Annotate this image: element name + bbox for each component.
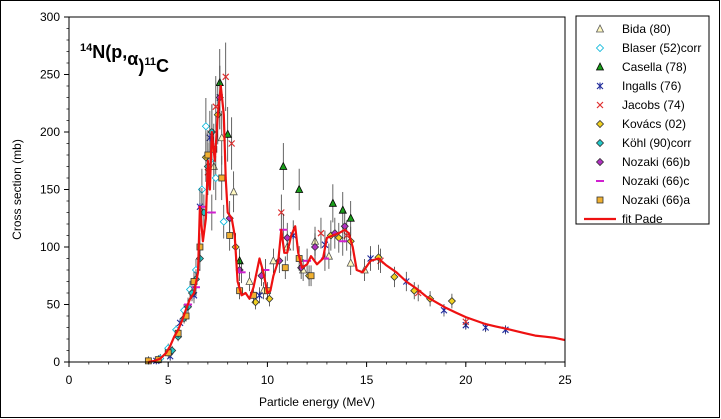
title-part: C — [156, 56, 169, 76]
y-tick-label: 150 — [40, 183, 60, 197]
series-0 — [209, 110, 369, 300]
plot-background — [69, 17, 565, 362]
data-point — [279, 161, 288, 170]
data-point — [211, 173, 220, 183]
plot-area — [69, 17, 566, 365]
data-point — [223, 129, 232, 138]
legend-item: Köhl (90)corr — [595, 136, 691, 150]
y-tick-label: 0 — [53, 355, 60, 369]
data-point — [229, 186, 238, 196]
data-point — [245, 276, 254, 285]
data-point — [294, 184, 304, 193]
data-point — [196, 243, 204, 251]
data-point — [256, 291, 263, 299]
x-tick-label: 5 — [165, 373, 172, 387]
legend-label: Nozaki (66)a — [622, 193, 690, 207]
data-point — [228, 140, 236, 147]
legend: Bida (80) Blaser (52)corr Casella (78) Inga… — [575, 15, 710, 226]
data-point — [222, 73, 230, 81]
title-part: N(p, — [92, 42, 127, 62]
data-point — [269, 255, 278, 265]
legend-item: Casella (78) — [595, 60, 687, 74]
legend-label: Nozaki (66)c — [622, 174, 689, 188]
legend-box — [575, 15, 710, 225]
data-point — [226, 232, 234, 239]
y-tick-label: 250 — [40, 68, 60, 82]
x-tick-label: 20 — [459, 373, 473, 387]
chart-title: 14N(p,α)11C — [80, 42, 169, 76]
legend-item: Blaser (52)corr — [595, 41, 701, 55]
legend-marker — [595, 24, 605, 33]
legend-marker — [595, 157, 605, 167]
legend-label: fit Pade — [622, 212, 663, 226]
data-point — [281, 264, 289, 272]
legend-item: Nozaki (66)c — [596, 174, 689, 188]
y-tick-label: 100 — [40, 240, 60, 254]
title-part: 11 — [144, 56, 156, 68]
data-point — [447, 296, 456, 306]
legend-marker — [595, 62, 605, 71]
legend-label: Kovács (02) — [622, 117, 686, 131]
x-tick-label: 10 — [261, 373, 275, 387]
title-part: α — [127, 49, 138, 69]
y-tick-label: 50 — [47, 298, 61, 312]
legend-label: Blaser (52)corr — [622, 41, 701, 55]
legend-marker — [595, 43, 605, 53]
data-point — [462, 318, 470, 326]
fit-curve — [148, 84, 566, 364]
legend-item: Ingalls (76) — [596, 79, 681, 93]
legend-item: Nozaki (66)b — [595, 155, 690, 169]
legend-label: Bida (80) — [622, 22, 671, 36]
data-point — [219, 217, 228, 226]
legend-item: Nozaki (66)a — [596, 193, 690, 207]
legend-marker — [595, 138, 605, 148]
data-point — [283, 233, 292, 242]
legend-label: Nozaki (66)b — [622, 155, 690, 169]
y-tick-label: 300 — [40, 10, 60, 24]
legend-item: Kovács (02) — [595, 117, 686, 131]
legend-marker — [595, 119, 605, 129]
x-tick-label: 0 — [66, 373, 73, 387]
legend-label: Ingalls (76) — [622, 79, 681, 93]
legend-item-fit: fit Pade — [584, 212, 663, 226]
data-point — [218, 174, 226, 182]
legend-label: Jacobs (74) — [622, 98, 685, 112]
legend-label: Casella (78) — [622, 60, 687, 74]
legend-item: Jacobs (74) — [596, 98, 685, 112]
legend-marker — [596, 82, 604, 90]
x-axis-label: Particle energy (MeV) — [259, 395, 375, 409]
title-part: 14 — [80, 42, 93, 54]
data-point — [201, 122, 210, 131]
data-point — [307, 272, 315, 280]
data-point — [346, 258, 355, 267]
x-tick-label: 25 — [558, 373, 572, 387]
data-point — [346, 213, 355, 222]
y-tick-label: 200 — [40, 125, 60, 139]
data-point — [317, 229, 325, 237]
x-tick-label: 15 — [360, 373, 374, 387]
title-part: ) — [138, 56, 144, 76]
data-point — [390, 272, 399, 281]
data-point — [328, 198, 338, 207]
data-point — [310, 242, 320, 252]
y-axis-label: Cross section (mb) — [10, 139, 24, 240]
legend-marker — [596, 196, 604, 204]
legend-item: Bida (80) — [595, 22, 671, 36]
legend-label: Köhl (90)corr — [622, 136, 691, 150]
legend-marker — [596, 101, 604, 109]
